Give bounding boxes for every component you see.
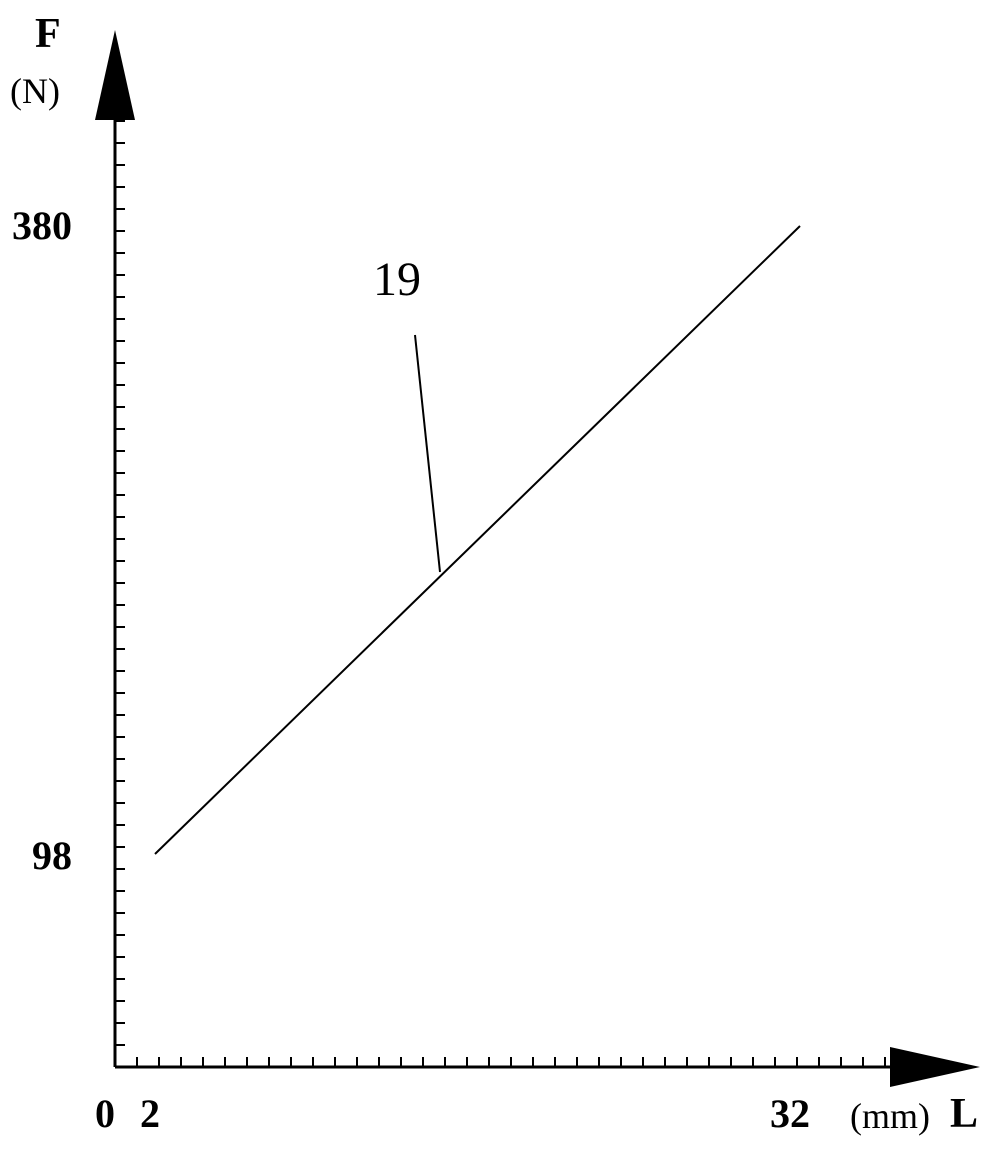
x-tick-2: 2 <box>140 1090 160 1137</box>
y-tick-380: 380 <box>12 202 72 249</box>
chart-svg <box>0 0 993 1169</box>
y-axis-label: F <box>35 10 61 58</box>
x-axis-unit: (mm) <box>850 1095 930 1137</box>
force-displacement-chart: F (N) 380 98 0 2 32 (mm) L 19 <box>0 0 993 1169</box>
x-tick-0: 0 <box>95 1090 115 1137</box>
y-axis-unit: (N) <box>10 70 60 112</box>
x-axis-label: L <box>950 1090 978 1138</box>
x-tick-32: 32 <box>770 1090 810 1137</box>
y-tick-98: 98 <box>32 832 72 879</box>
annotation-19: 19 <box>373 252 421 307</box>
